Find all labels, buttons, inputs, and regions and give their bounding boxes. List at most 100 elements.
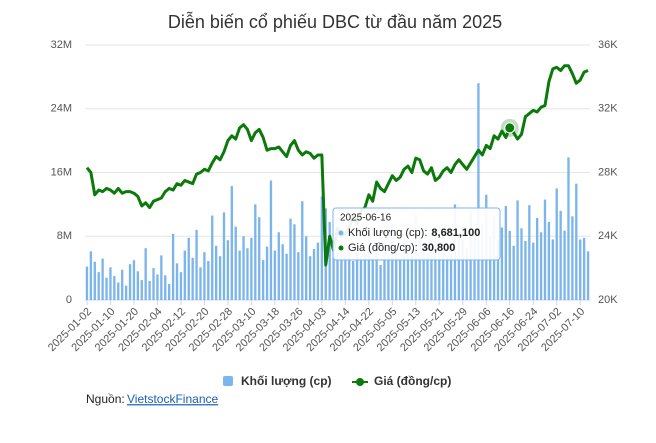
volume-bar (191, 257, 194, 300)
volume-bar (285, 253, 288, 300)
y-tick-label: 24M (51, 103, 72, 115)
y2-tick-label: 32K (598, 103, 618, 115)
volume-bar (489, 236, 492, 300)
legend-label[interactable]: Giá (đồng/cp) (374, 374, 451, 388)
y2-tick-label: 36K (598, 39, 618, 51)
volume-bar (203, 252, 206, 300)
plot-area (85, 44, 590, 305)
volume-bar (207, 260, 210, 300)
volume-bar (250, 237, 253, 300)
volume-bar (277, 232, 280, 300)
volume-bar (371, 257, 374, 300)
y2-tick-label: 20K (598, 294, 618, 306)
hover-point (504, 122, 516, 134)
volume-bar (308, 256, 312, 300)
y-tick-label: 16M (51, 166, 72, 178)
volume-bar (398, 260, 402, 300)
volume-bar (571, 216, 574, 300)
volume-bar (442, 231, 445, 300)
volume-bar (586, 251, 590, 300)
volume-bar (156, 274, 159, 300)
volume-bar (101, 258, 104, 300)
volume-bar (457, 233, 461, 300)
volume-bar (234, 226, 237, 300)
y-tick-label: 8M (57, 230, 72, 242)
volume-bar (332, 241, 335, 300)
tooltip: 2025-06-16 Khối lượng (cp): 8,681,100 Giá (… (332, 207, 501, 261)
volume-bar (449, 243, 453, 300)
volume-bar (355, 244, 359, 300)
tooltip-row: Giá (đồng/cp): 30,800 (348, 242, 455, 254)
volume-bar (105, 277, 108, 300)
volume-bar (187, 237, 190, 300)
y-tick-label: 32M (51, 39, 72, 51)
volume-bar (336, 252, 339, 300)
volume-bar (383, 242, 386, 300)
volume-bar (422, 246, 425, 300)
volume-bar (477, 83, 480, 300)
volume-bar (164, 275, 167, 300)
volume-bar (85, 266, 89, 300)
volume-bar (543, 199, 547, 300)
volume-bar (152, 268, 155, 300)
legend-label[interactable]: Khối lượng (cp) (241, 374, 332, 388)
y2-tick-label: 28K (598, 166, 618, 178)
y2-tick-label: 24K (598, 230, 618, 242)
volume-bar (563, 230, 566, 300)
volume-bar (238, 250, 241, 300)
volume-bar (340, 234, 343, 300)
volume-bar (195, 229, 198, 300)
volume-bar (242, 236, 245, 300)
volume-bar (504, 205, 508, 300)
volume-bar (316, 242, 320, 300)
volume-bar (258, 217, 261, 300)
volume-bar (144, 248, 147, 300)
volume-bar (128, 264, 132, 300)
volume-bar (348, 245, 351, 300)
volume-bar (140, 280, 143, 300)
volume-bar (93, 261, 96, 300)
volume-bar (246, 248, 249, 300)
volume-bar (117, 282, 120, 300)
volume-bar (89, 251, 93, 300)
volume-bar (539, 232, 543, 300)
tooltip-label: Khối lượng (cp): (348, 227, 427, 239)
volume-bar (293, 224, 296, 300)
volume-bar (375, 247, 378, 300)
volume-bar (579, 239, 582, 300)
source-label: Nguồn: (86, 392, 125, 406)
volume-bar (175, 263, 179, 300)
volume-bar (547, 221, 551, 300)
volume-bar (305, 236, 308, 300)
tooltip-title: 2025-06-16 (340, 213, 392, 224)
volume-bar (121, 269, 124, 300)
volume-bar (113, 276, 116, 300)
volume-bar (297, 252, 300, 300)
volume-bar (559, 210, 562, 300)
volume-bar (367, 229, 370, 300)
legend-swatch (223, 376, 233, 386)
volume-bar (438, 250, 441, 300)
volume-bar (167, 284, 171, 300)
volume-bar (445, 254, 449, 300)
volume-bar (132, 260, 136, 300)
volume-bar (410, 256, 414, 300)
volume-bar (528, 205, 531, 300)
volume-bar (387, 253, 390, 300)
volume-bar (273, 250, 277, 300)
tooltip-dot (338, 230, 344, 236)
volume-bar (222, 212, 226, 300)
source-link[interactable]: VietstockFinance (127, 392, 218, 406)
volume-bar (254, 204, 257, 300)
volume-bar (171, 233, 175, 300)
volume-bar (500, 227, 504, 300)
volume-bar (575, 183, 578, 300)
volume-bar (535, 217, 539, 300)
volume-bar (406, 245, 410, 300)
volume-bar (434, 228, 437, 300)
volume-bar (214, 245, 218, 300)
volume-bar (218, 256, 222, 300)
volume-bar (261, 260, 265, 300)
volume-bar (461, 225, 464, 300)
volume-bar (183, 250, 186, 300)
